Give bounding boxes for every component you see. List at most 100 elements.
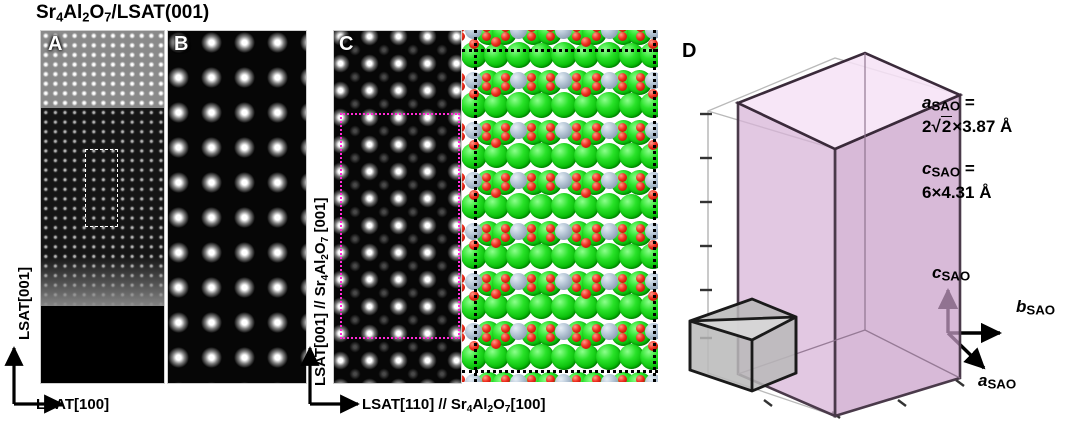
atom-al (600, 172, 618, 190)
atom-o (581, 288, 592, 299)
atom-o (572, 173, 582, 183)
atom-al (600, 323, 618, 341)
panel-c-x-sub2: 2 (487, 403, 494, 415)
panel-c-y-sub7: 7 (319, 236, 331, 243)
atom-sr (596, 142, 622, 169)
atom-al (555, 373, 573, 382)
atom-o (527, 30, 537, 32)
atom-o (482, 173, 492, 183)
atom-o (501, 374, 511, 382)
atom-sr (596, 243, 622, 270)
param-c-subscript: SAO (931, 164, 961, 180)
atom-al (600, 272, 618, 290)
atom-sr (528, 344, 554, 370)
atom-o (617, 182, 627, 192)
panel-c-y-pre: LSAT[001] // Sr (312, 280, 329, 386)
atom-o (635, 30, 645, 32)
panel-c-y-al: Al (312, 259, 329, 275)
atom-o (491, 87, 502, 98)
atom-al (600, 71, 618, 89)
atom-o (635, 282, 645, 292)
atom-o (572, 273, 582, 283)
atom-o (617, 72, 627, 82)
axis-b-symbol: b (1016, 297, 1027, 316)
atom-al (600, 373, 618, 382)
atom-sr (528, 193, 554, 219)
atom-o (527, 282, 537, 292)
atom-o (648, 290, 658, 301)
atom-o (482, 123, 492, 133)
atom-al (644, 373, 658, 382)
atom-o (546, 182, 556, 192)
atom-o (546, 123, 556, 133)
atom-o (617, 123, 627, 133)
atom-o (648, 39, 658, 50)
atom-o (581, 137, 592, 148)
atom-o (591, 282, 601, 292)
atom-o (546, 223, 556, 233)
atom-sr (505, 293, 532, 320)
atom-o (546, 173, 556, 183)
atom-o (572, 182, 582, 192)
title-o: O (89, 2, 105, 23)
atom-o (617, 232, 627, 242)
atom-al (510, 373, 528, 382)
atom-o (572, 31, 582, 41)
guide-line-vertical (653, 30, 657, 382)
atom-o (462, 333, 466, 343)
panel-a-image[interactable] (40, 30, 165, 384)
atom-o (501, 132, 511, 142)
panel-c-atomic-model[interactable] (462, 30, 658, 382)
atom-o (591, 72, 601, 82)
atom-o (581, 338, 592, 349)
atom-sr (596, 293, 622, 320)
atom-o (491, 338, 502, 349)
atom-o (501, 223, 511, 233)
atom-o (482, 232, 492, 242)
atom-o (527, 182, 537, 192)
lattice-param-c: cSAO = (922, 158, 975, 181)
atom-o (635, 81, 645, 91)
atom-sr (596, 92, 622, 119)
guide-line-horizontal (462, 49, 658, 53)
atom-o (527, 31, 537, 41)
atom-o (591, 333, 601, 343)
title-al: Al (63, 2, 83, 23)
atom-o (591, 30, 601, 32)
panel-c-image[interactable] (333, 30, 462, 384)
atom-al (510, 323, 528, 341)
atom-o (482, 72, 492, 82)
atom-o (527, 333, 537, 343)
axis-c-symbol: c (932, 263, 942, 282)
atom-o (527, 223, 537, 233)
atom-al (510, 30, 528, 39)
panel-c-x-axis-label: LSAT[110] // Sr4Al2O7[100] (362, 396, 545, 415)
atom-sr (505, 343, 532, 370)
atom-o (572, 324, 582, 334)
panel-c-x-al: Al (472, 396, 488, 413)
atom-o (617, 333, 627, 343)
atom-o (572, 72, 582, 82)
atom-o (546, 132, 556, 142)
panel-b-image[interactable] (167, 30, 307, 384)
panel-d[interactable]: D (660, 18, 1080, 432)
axis-label-b-sao: bSAO (1016, 296, 1055, 319)
atom-o (482, 30, 492, 32)
axis-label-a-sao: aSAO (978, 370, 1016, 393)
atom-o (482, 282, 492, 292)
atom-o (482, 324, 492, 334)
atom-o (462, 81, 466, 91)
atom-o (572, 123, 582, 133)
atom-sr (596, 343, 622, 370)
lsat-unit-cell (688, 297, 798, 393)
atom-o (617, 132, 627, 142)
sqrt-icon: √ (931, 117, 941, 136)
atom-o (462, 223, 466, 233)
atom-o (491, 288, 502, 299)
atom-o (635, 223, 645, 233)
atom-o (617, 30, 627, 32)
atom-o (591, 223, 601, 233)
panel-a-x-axis-label: LSAT[100] (36, 396, 110, 413)
atom-o (591, 324, 601, 334)
atom-o (527, 81, 537, 91)
